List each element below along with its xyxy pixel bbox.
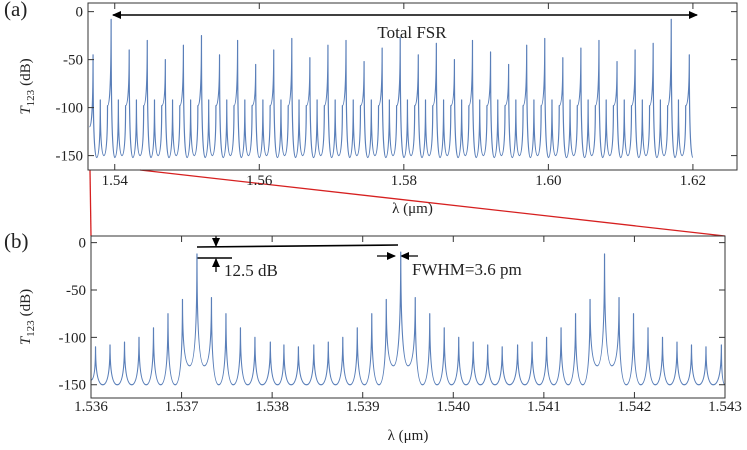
annotation: 12.5 dB	[224, 261, 278, 280]
y-label-subscript: 123	[25, 320, 37, 337]
x-tick-label: 1.539	[346, 399, 380, 415]
plot-frame	[87, 2, 738, 171]
plot-area	[91, 251, 725, 386]
panel-label: (b)	[4, 229, 29, 253]
x-axis-label: λ (μm)	[392, 201, 433, 217]
y-tick-label: -50	[66, 283, 86, 299]
ref-line	[196, 244, 399, 248]
y-tick-label: 0	[76, 5, 84, 21]
x-axis-label: λ (μm)	[388, 428, 429, 444]
y-tick-label: -150	[59, 378, 87, 394]
spectrum-line	[88, 18, 694, 159]
x-tick-label: 1.60	[535, 173, 561, 189]
y-tick-label: -100	[59, 330, 87, 346]
y-axis-label: T123 (dB)	[18, 289, 37, 345]
annotation: Total FSR	[377, 23, 447, 42]
x-tick-label: 1.536	[74, 399, 108, 415]
plot-area	[88, 18, 694, 159]
x-tick-label: 1.540	[436, 399, 470, 415]
y-tick-label: 0	[79, 236, 87, 252]
y-tick-label: -50	[63, 53, 83, 69]
zoom-line	[139, 169, 726, 237]
x-tick-label: 1.58	[391, 173, 417, 189]
x-tick-label: 1.62	[680, 173, 706, 189]
y-label-unit: (dB)	[18, 58, 34, 86]
y-label-subscript: 123	[25, 89, 37, 106]
panel-label: (a)	[4, 0, 27, 21]
x-tick-label: 1.538	[255, 399, 289, 415]
x-tick-label: 1.543	[708, 399, 742, 415]
spectrum-line	[91, 251, 725, 386]
plot-frame	[90, 235, 726, 399]
x-tick-label: 1.541	[527, 399, 561, 415]
y-label-symbol: T	[18, 335, 34, 345]
x-tick-label: 1.54	[102, 173, 129, 189]
y-label-symbol: T	[18, 105, 34, 115]
zoom-line	[89, 169, 92, 237]
y-tick-label: -150	[56, 149, 84, 165]
x-tick-label: 1.56	[246, 173, 273, 189]
x-tick-label: 1.537	[165, 399, 199, 415]
x-tick-label: 1.542	[618, 399, 652, 415]
y-label-unit: (dB)	[18, 289, 34, 317]
y-tick-label: -100	[56, 101, 84, 117]
y-axis-label: T123 (dB)	[18, 58, 37, 114]
annotation: FWHM=3.6 pm	[412, 260, 522, 279]
